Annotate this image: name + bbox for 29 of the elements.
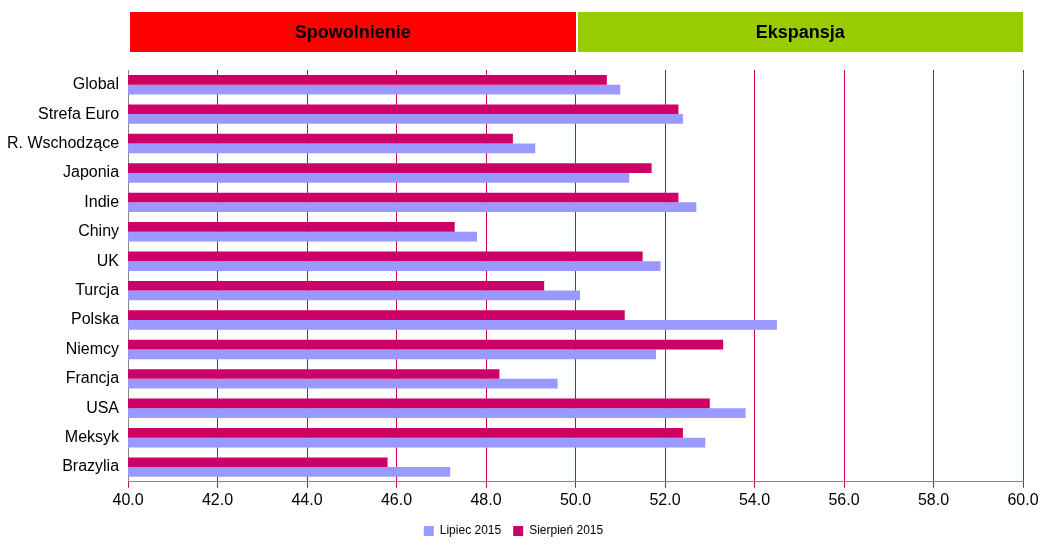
x-tick-label: 42.0 xyxy=(201,490,234,508)
y-tick-label: Japonia xyxy=(62,163,120,181)
x-tick-label: 52.0 xyxy=(649,490,681,508)
legend-label: Lipiec 2015 xyxy=(439,523,502,538)
x-tick-label: 40.0 xyxy=(112,490,144,508)
y-tick-label: Brazylia xyxy=(62,457,120,475)
header-box: Spowolnienie xyxy=(130,12,576,52)
x-tick-label: 50.0 xyxy=(559,490,592,508)
y-tick-label: Meksyk xyxy=(64,428,121,446)
x-tick-label: 60.0 xyxy=(1007,490,1039,508)
y-tick-label: Francja xyxy=(65,369,120,387)
y-tick-label: Strefa Euro xyxy=(38,104,120,122)
x-tick-label: 48.0 xyxy=(470,490,502,508)
y-tick-label: UK xyxy=(96,251,120,269)
y-tick-label: Indie xyxy=(84,192,120,210)
x-tick-label: 44.0 xyxy=(291,490,323,508)
x-tick-label: 56.0 xyxy=(828,490,860,508)
y-tick-label: Turcja xyxy=(75,281,120,299)
legend-label: Sierpień 2015 xyxy=(529,523,604,538)
header-box: Ekspansja xyxy=(577,12,1023,52)
y-tick-label: Niemcy xyxy=(65,339,120,357)
y-tick-label: USA xyxy=(86,398,120,416)
y-tick-label: Global xyxy=(72,75,120,93)
y-tick-label: Chiny xyxy=(78,222,120,240)
x-tick-label: 54.0 xyxy=(738,490,771,508)
y-tick-label: R. Wschodzące xyxy=(6,133,120,151)
x-tick-label: 46.0 xyxy=(380,490,413,508)
y-tick-label: Polska xyxy=(71,310,120,328)
x-tick-label: 58.0 xyxy=(917,490,950,508)
